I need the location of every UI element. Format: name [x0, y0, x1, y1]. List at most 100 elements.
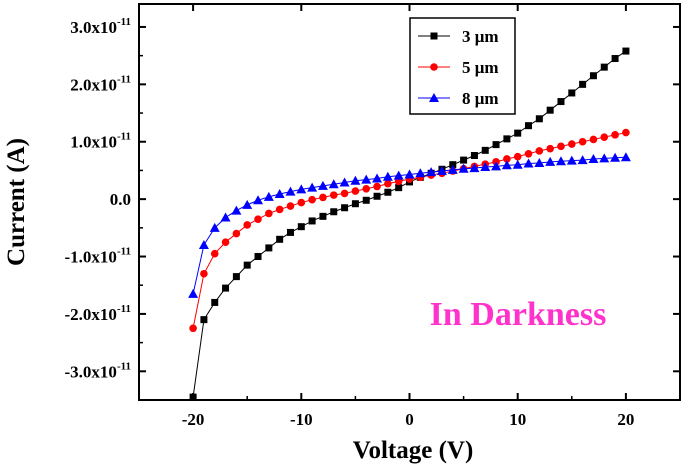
- data-point: [557, 142, 565, 151]
- data-point: [351, 187, 360, 195]
- data-point: [242, 199, 253, 209]
- data-point: [503, 155, 511, 163]
- legend-item: 5 μm: [418, 58, 499, 77]
- data-point: [395, 184, 403, 192]
- data-point: [447, 164, 458, 174]
- data-point: [430, 32, 438, 40]
- data-point: [512, 159, 523, 169]
- y-tick-label: -3.0x10-11: [65, 360, 131, 381]
- data-point: [340, 189, 349, 198]
- data-point: [599, 153, 610, 163]
- data-point: [330, 208, 338, 216]
- data-point: [232, 273, 240, 281]
- y-tick-label: 2.0x10-11: [70, 73, 131, 94]
- legend-label: 3 μm: [462, 27, 499, 46]
- x-tick-label: -20: [182, 410, 205, 429]
- data-point: [535, 115, 543, 123]
- y-tick-labels: -3.0x10-11 -2.0x10-11 -1.0x10-11 0.0 1.0x10-…: [65, 16, 131, 381]
- x-tick-labels: -20 -10 0 10 20: [182, 410, 635, 429]
- data-point: [285, 186, 296, 196]
- data-point: [393, 170, 404, 180]
- legend-item: 3 μm: [418, 27, 499, 46]
- x-tick-label: 0: [405, 410, 414, 429]
- data-point: [319, 193, 327, 202]
- data-point: [286, 202, 295, 210]
- data-point: [430, 63, 438, 71]
- data-point: [372, 173, 383, 183]
- data-point: [253, 195, 264, 205]
- data-point: [535, 147, 544, 155]
- data-point: [276, 235, 284, 243]
- data-point: [589, 72, 597, 80]
- data-point: [232, 229, 241, 238]
- data-point: [449, 161, 457, 169]
- data-point: [198, 240, 209, 250]
- data-point: [200, 269, 208, 278]
- data-point: [480, 161, 491, 171]
- data-point: [501, 160, 512, 170]
- data-point: [307, 182, 318, 192]
- series-3: [188, 152, 631, 298]
- data-point: [611, 131, 619, 139]
- data-point: [329, 191, 338, 199]
- data-point: [189, 324, 197, 333]
- data-point: [243, 221, 251, 229]
- data-point: [578, 137, 587, 146]
- data-point: [189, 393, 197, 401]
- data-point: [362, 185, 371, 193]
- data-point: [317, 180, 328, 190]
- data-point: [469, 163, 480, 173]
- data-point: [525, 122, 533, 130]
- data-point: [492, 141, 500, 149]
- legend-label: 5 μm: [462, 58, 499, 77]
- data-point: [308, 217, 316, 225]
- data-point: [362, 196, 370, 204]
- data-point: [610, 152, 621, 162]
- x-axis-title: Voltage (V): [353, 437, 474, 464]
- x-tick-label: 10: [509, 410, 526, 429]
- data-point: [436, 166, 447, 176]
- data-point: [351, 200, 359, 208]
- data-point: [458, 163, 469, 173]
- data-point: [341, 204, 349, 212]
- data-point: [328, 179, 339, 189]
- data-point: [534, 157, 545, 167]
- data-point: [426, 167, 437, 177]
- data-point: [568, 140, 576, 148]
- data-point: [622, 128, 630, 137]
- legend: 3 μm 5 μm 8 μm: [409, 17, 516, 115]
- data-point: [296, 184, 307, 194]
- data-point: [546, 144, 554, 153]
- data-point: [589, 135, 598, 144]
- data-point: [523, 158, 534, 168]
- data-point: [546, 106, 554, 114]
- data-point: [221, 238, 230, 246]
- data-point: [384, 179, 392, 188]
- data-point: [524, 149, 533, 158]
- data-point: [254, 253, 262, 261]
- data-point: [265, 209, 273, 218]
- data-point: [210, 249, 219, 258]
- data-point: [200, 316, 208, 324]
- data-series: [188, 47, 631, 401]
- data-point: [209, 222, 220, 232]
- data-point: [297, 198, 306, 207]
- data-point: [415, 168, 426, 178]
- data-point: [308, 195, 316, 204]
- legend-label: 8 μm: [462, 89, 499, 108]
- data-point: [429, 93, 439, 102]
- data-point: [231, 205, 242, 215]
- data-point: [545, 156, 556, 166]
- data-point: [211, 298, 219, 306]
- data-point: [274, 188, 285, 198]
- data-point: [286, 228, 294, 236]
- y-axis-title: Current (A): [3, 138, 30, 266]
- data-point: [222, 284, 230, 292]
- data-point: [622, 47, 630, 55]
- data-point: [319, 212, 327, 220]
- data-point: [566, 155, 577, 165]
- data-point: [265, 244, 273, 252]
- data-point: [373, 182, 381, 191]
- data-point: [373, 192, 381, 200]
- data-point: [577, 155, 588, 165]
